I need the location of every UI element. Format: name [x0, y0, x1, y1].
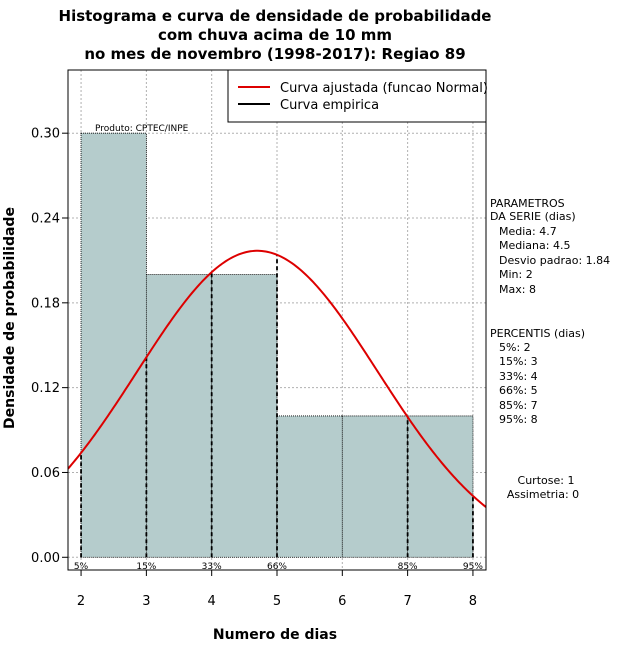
legend-empirical-label: Curva empirica [280, 98, 379, 113]
x-tick-label-3: 5 [273, 594, 281, 609]
pct-5: 5%: 2 [499, 341, 531, 354]
histogram-bar-0 [80, 132, 147, 558]
percentile-label-2: 33% [202, 562, 222, 572]
curtose-text: Curtose: 1 [518, 474, 575, 487]
x-axis-label: Numero de dias [213, 627, 337, 643]
param-mediana: Mediana: 4.5 [499, 239, 570, 252]
parameters-heading-2: DA SERIE (dias) [490, 210, 576, 223]
y-tick-label-0: 0.00 [31, 551, 60, 566]
y-tick-label-5: 0.30 [31, 127, 60, 142]
x-tick-label-6: 8 [469, 594, 477, 609]
y-tick-label-3: 0.18 [31, 296, 60, 311]
pct-85: 85%: 7 [499, 399, 538, 412]
y-axis-label: Densidade de probabilidade [2, 207, 18, 429]
histogram-bar-1 [145, 274, 213, 558]
y-tick-label-4: 0.24 [31, 212, 60, 227]
percentile-label-0: 5% [74, 562, 89, 572]
parameters-heading-1: PARAMETROS [490, 197, 565, 210]
pct-95: 95%: 8 [499, 413, 538, 426]
x-axis: 2 3 4 5 6 7 8 [77, 570, 477, 609]
histogram-bar-3 [276, 415, 343, 558]
title-line-2: com chuva acima de 10 mm [158, 26, 392, 44]
histogram-bar-4 [341, 415, 409, 558]
pct-66: 66%: 5 [499, 384, 538, 397]
fitted-curve-layer [68, 249, 486, 508]
histogram-bars [80, 132, 474, 558]
param-min: Min: 2 [499, 268, 533, 281]
fitted-normal-curve [68, 249, 486, 508]
chart-title: Histograma e curva de densidade de proba… [59, 7, 492, 63]
credit-label: Produto: CPTEC/INPE [95, 124, 189, 134]
parameters-panel: PARAMETROS DA SERIE (dias) Media: 4.7 Me… [490, 197, 610, 296]
x-tick-label-1: 3 [142, 594, 150, 609]
legend: Curva ajustada (funcao Normal) Curva emp… [227, 69, 488, 123]
percentile-label-3: 66% [267, 562, 287, 572]
param-media: Media: 4.7 [499, 225, 557, 238]
x-tick-label-4: 6 [338, 594, 346, 609]
shape-panel: Curtose: 1 Assimetria: 0 [507, 474, 579, 501]
percentile-label-4: 85% [398, 562, 418, 572]
y-tick-label-2: 0.12 [31, 381, 60, 396]
percentiles-heading: PERCENTIS (dias) [490, 327, 585, 340]
assimetria-text: Assimetria: 0 [507, 488, 579, 501]
y-tick-label-1: 0.06 [31, 466, 60, 481]
x-tick-label-0: 2 [77, 594, 85, 609]
percentiles-panel: PERCENTIS (dias) 5%: 2 15%: 3 33%: 4 66%… [490, 327, 585, 426]
title-line-1: Histograma e curva de densidade de proba… [59, 7, 492, 25]
x-tick-label-5: 7 [403, 594, 411, 609]
param-desvio: Desvio padrao: 1.84 [499, 254, 610, 267]
legend-fitted-label: Curva ajustada (funcao Normal) [280, 81, 488, 96]
y-axis: 0.00 0.06 0.12 0.18 0.24 0.30 [31, 127, 68, 566]
percentile-lines [80, 254, 474, 558]
percentile-label-5: 95% [463, 562, 483, 572]
pct-15: 15%: 3 [499, 355, 538, 368]
histogram-bar-2 [211, 274, 278, 558]
param-max: Max: 8 [499, 283, 536, 296]
percentile-label-1: 15% [136, 562, 156, 572]
legend-box [227, 69, 487, 123]
pct-33: 33%: 4 [499, 370, 538, 383]
x-tick-label-2: 4 [208, 594, 216, 609]
percentile-labels: 5% 15% 33% 66% 85% 95% [74, 562, 483, 572]
title-line-3: no mes de novembro (1998-2017): Regiao 8… [84, 45, 465, 63]
